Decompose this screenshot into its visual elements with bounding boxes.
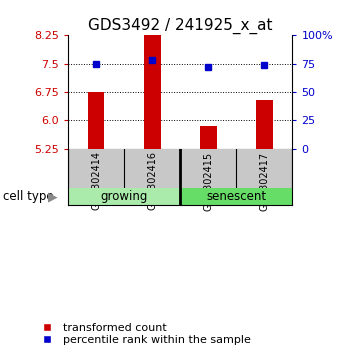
Bar xyxy=(68,188,180,205)
Title: GDS3492 / 241925_x_at: GDS3492 / 241925_x_at xyxy=(88,18,272,34)
Text: cell type: cell type xyxy=(3,190,54,203)
Bar xyxy=(200,126,217,149)
Legend: transformed count, percentile rank within the sample: transformed count, percentile rank withi… xyxy=(36,323,251,345)
Bar xyxy=(256,99,273,149)
Text: senescent: senescent xyxy=(206,190,266,203)
Text: growing: growing xyxy=(100,190,148,203)
Text: GSM302416: GSM302416 xyxy=(147,152,157,210)
Bar xyxy=(144,32,160,149)
Text: GSM302415: GSM302415 xyxy=(203,152,213,211)
Bar xyxy=(88,92,104,149)
Text: GSM302414: GSM302414 xyxy=(91,152,101,210)
Bar xyxy=(180,188,292,205)
Text: ▶: ▶ xyxy=(48,190,58,203)
Text: GSM302417: GSM302417 xyxy=(259,152,269,211)
